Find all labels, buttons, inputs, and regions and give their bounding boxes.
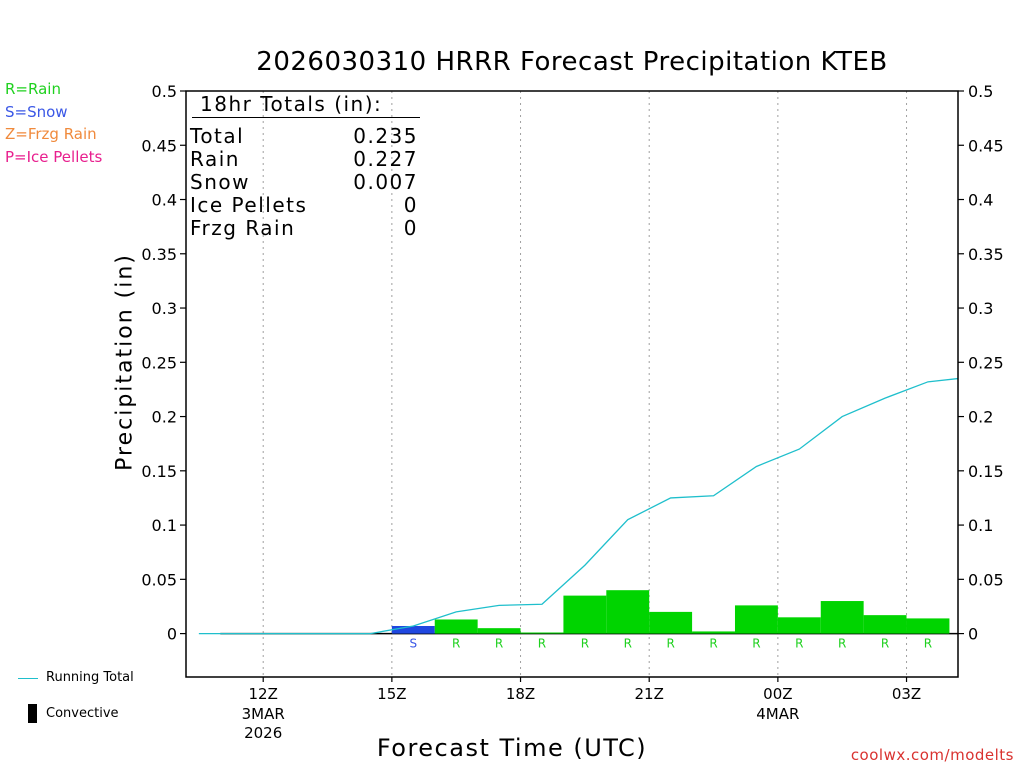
totals-header: 18hr Totals (in): xyxy=(200,92,383,116)
y-tick-label-right: 0.25 xyxy=(968,353,1004,372)
y-tick-label-right: 0.15 xyxy=(968,462,1004,481)
precip-type-label: R xyxy=(924,637,932,651)
y-tick-label-left: 0.25 xyxy=(141,353,177,372)
precip-type-label: R xyxy=(795,637,803,651)
legend-snow: S=Snow xyxy=(5,103,68,121)
y-tick-label-right: 0.45 xyxy=(968,136,1004,155)
precip-bar xyxy=(692,631,735,634)
precip-bar xyxy=(777,617,821,634)
y-tick-label-left: 0.5 xyxy=(152,82,177,101)
legend-ice-pellets: P=Ice Pellets xyxy=(5,148,103,166)
y-tick-label-left: 0.2 xyxy=(152,408,177,427)
precip-type-label: R xyxy=(881,637,889,651)
precip-type-label: R xyxy=(838,637,846,651)
x-tick-label: 18Z xyxy=(506,685,535,703)
precip-bar xyxy=(477,628,521,634)
y-tick-label-left: 0.45 xyxy=(141,136,177,155)
x-tick-label: 21Z xyxy=(635,685,664,703)
totals-row: Frzg Rain 0 xyxy=(190,216,418,240)
totals-label-ice-pellets: Ice Pellets xyxy=(190,193,308,217)
x-tick-year: 2026 xyxy=(244,724,282,742)
convective-legend-swatch xyxy=(28,704,37,723)
totals-label-snow: Snow xyxy=(190,170,250,194)
totals-value-frzg-rain: 0 xyxy=(403,216,418,240)
precip-type-label: R xyxy=(538,637,546,651)
precip-type-label: R xyxy=(495,637,503,651)
x-tick-date: 3MAR xyxy=(242,705,285,723)
precip-bar xyxy=(391,625,435,634)
source-credit: coolwx.com/modelts xyxy=(850,746,1014,764)
precip-type-label: R xyxy=(581,637,589,651)
legend-rain: R=Rain xyxy=(5,80,61,98)
y-tick-label-right: 0.5 xyxy=(968,82,993,101)
running-total-line xyxy=(198,377,959,635)
precip-type-label: R xyxy=(709,637,717,651)
x-tick-date: 4MAR xyxy=(756,705,799,723)
y-tick-label-right: 0 xyxy=(968,625,978,644)
precip-type-label: R xyxy=(624,637,632,651)
totals-value-rain: 0.227 xyxy=(353,147,418,171)
legend-running-total: Running Total xyxy=(46,670,134,685)
y-tick-label-left: 0.4 xyxy=(152,191,177,210)
y-tick-label-right: 0.2 xyxy=(968,408,993,427)
totals-label-frzg-rain: Frzg Rain xyxy=(190,216,296,240)
precip-bar xyxy=(820,601,864,634)
precip-bar xyxy=(606,590,650,634)
totals-row: Ice Pellets 0 xyxy=(190,193,418,217)
y-tick-label-left: 0.3 xyxy=(152,299,177,318)
totals-value-snow: 0.007 xyxy=(353,170,418,194)
y-tick-label-right: 0.4 xyxy=(968,191,993,210)
totals-label-total: Total xyxy=(190,124,245,148)
y-tick-label-right: 0.1 xyxy=(968,516,993,535)
precip-type-label: S xyxy=(409,637,417,651)
totals-value-ice-pellets: 0 xyxy=(403,193,418,217)
totals-row: Snow 0.007 xyxy=(190,170,418,194)
x-tick-label: 03Z xyxy=(892,685,921,703)
legend-freezing-rain: Z=Frzg Rain xyxy=(5,125,97,143)
precip-bar xyxy=(649,611,693,634)
totals-value-total: 0.235 xyxy=(353,124,418,148)
precip-type-label: R xyxy=(452,637,460,651)
chart-title: 2026030310 HRRR Forecast Precipitation K… xyxy=(256,47,888,77)
x-tick-label: 15Z xyxy=(377,685,406,703)
precip-bar xyxy=(863,615,907,634)
legend-convective: Convective xyxy=(46,706,119,721)
plot-frame xyxy=(185,90,959,678)
precip-bar xyxy=(434,619,478,634)
x-tick-label: 12Z xyxy=(249,685,278,703)
totals-row: Rain 0.227 xyxy=(190,147,418,171)
y-tick-label-left: 0.1 xyxy=(152,516,177,535)
totals-divider xyxy=(192,117,420,118)
precip-bar xyxy=(734,605,778,634)
precip-bar xyxy=(906,618,950,634)
precip-bar xyxy=(563,595,607,634)
running-total-legend-swatch xyxy=(18,678,38,679)
totals-row: Total 0.235 xyxy=(190,124,418,148)
precip-type-label: R xyxy=(666,637,674,651)
y-tick-label-right: 0.35 xyxy=(968,245,1004,264)
y-tick-label-right: 0.05 xyxy=(968,570,1004,589)
x-axis-label: Forecast Time (UTC) xyxy=(376,734,648,762)
y-tick-label-left: 0.35 xyxy=(141,245,177,264)
x-tick-label: 00Z xyxy=(763,685,792,703)
precip-bar xyxy=(520,632,564,634)
precip-type-label: R xyxy=(752,637,760,651)
y-tick-label-left: 0.15 xyxy=(141,462,177,481)
y-tick-label-left: 0 xyxy=(167,625,177,644)
y-tick-label-right: 0.3 xyxy=(968,299,993,318)
totals-label-rain: Rain xyxy=(190,147,240,171)
y-tick-label-left: 0.05 xyxy=(141,570,177,589)
